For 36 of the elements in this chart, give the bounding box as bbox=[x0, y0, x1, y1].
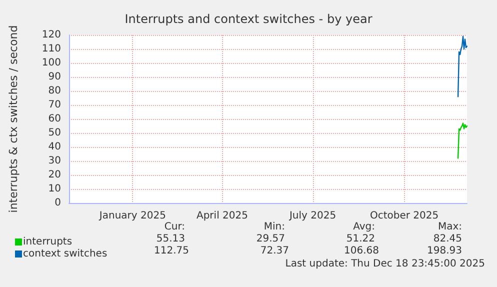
y-tick-label: 30 bbox=[48, 156, 61, 166]
text: 51.22 bbox=[346, 234, 375, 244]
text: 112.75 bbox=[154, 246, 189, 256]
text: 29.57 bbox=[256, 234, 285, 244]
y-tick-label: 80 bbox=[48, 86, 61, 96]
y-tick-label: 120 bbox=[42, 30, 61, 40]
x-tick-label: October 2025 bbox=[370, 210, 439, 222]
y-axis-title: interrupts & ctx switches / second bbox=[7, 25, 20, 213]
text: Last update: Thu Dec 18 23:45:00 2025 bbox=[285, 258, 486, 270]
y-tick-label: 70 bbox=[48, 100, 61, 110]
legend-label: interrupts bbox=[23, 236, 72, 248]
text: Cur: bbox=[164, 222, 185, 232]
y-tick-label: 0 bbox=[54, 198, 61, 208]
y-tick-label: 100 bbox=[42, 58, 61, 68]
y-tick-label: 110 bbox=[42, 44, 61, 54]
y-tick-label: 50 bbox=[48, 128, 61, 138]
text: 72.37 bbox=[260, 246, 289, 256]
y-tick-label: 10 bbox=[48, 184, 61, 194]
text: 82.45 bbox=[433, 234, 462, 244]
text: 55.13 bbox=[156, 234, 185, 244]
line-series bbox=[457, 36, 468, 98]
y-tick-label: 90 bbox=[48, 72, 61, 82]
y-tick-label: 60 bbox=[48, 114, 61, 124]
x-tick-label: January 2025 bbox=[98, 210, 166, 222]
text: Max: bbox=[438, 222, 462, 232]
text: Min: bbox=[264, 222, 285, 232]
text: 106.68 bbox=[344, 246, 379, 256]
line-series bbox=[457, 122, 468, 159]
chart-title: Interrupts and context switches - by year bbox=[124, 12, 372, 26]
text: Avg: bbox=[353, 222, 375, 232]
x-tick-label: July 2025 bbox=[288, 210, 336, 222]
y-tick-label: 40 bbox=[48, 142, 61, 152]
x-tick-label: April 2025 bbox=[196, 210, 248, 222]
legend-label: context switches bbox=[23, 248, 108, 260]
y-tick-label: 20 bbox=[48, 170, 61, 180]
text: 198.93 bbox=[427, 246, 462, 256]
